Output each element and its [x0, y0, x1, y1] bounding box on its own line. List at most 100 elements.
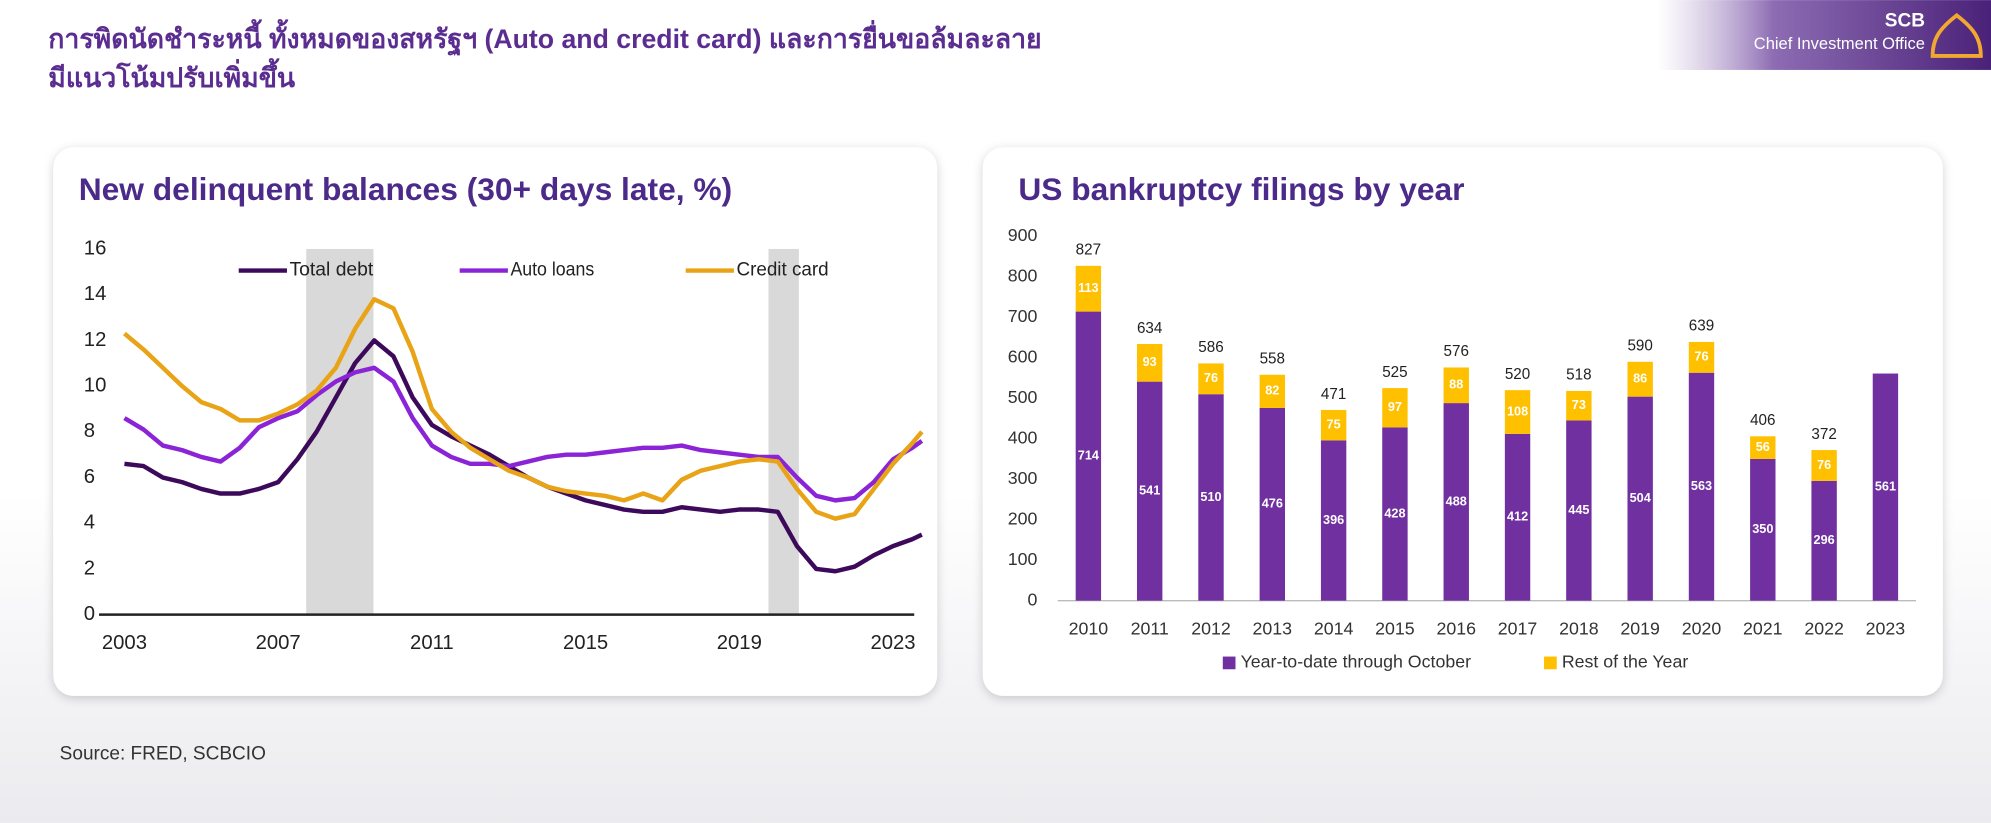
bar-value-label: 714	[1078, 449, 1099, 463]
y-tick-label: 12	[84, 329, 107, 351]
chart-title: US bankruptcy filings by year	[1018, 171, 1464, 207]
bar-segment	[1382, 388, 1408, 428]
chart-card	[53, 147, 938, 696]
bar-segment	[1504, 433, 1531, 601]
bar-total-label: 576	[1444, 343, 1469, 360]
y-tick-label: 16	[84, 237, 107, 259]
bar-value-label: 76	[1204, 371, 1218, 385]
line-series	[123, 297, 924, 521]
x-tick-label: 2019	[1620, 619, 1660, 639]
source-note: Source: FRED, SCBCIO	[60, 743, 266, 764]
bar-total-label: 372	[1811, 426, 1836, 443]
bar-segment	[1750, 458, 1776, 601]
bar-value-label: 75	[1327, 418, 1341, 432]
x-tick-label: 2023	[870, 632, 915, 654]
x-tick-label: 2014	[1314, 619, 1354, 639]
bar-value-label: 73	[1572, 398, 1586, 412]
bar-total-label: 590	[1627, 338, 1652, 355]
x-tick-label: 2022	[1804, 619, 1844, 639]
y-tick-label: 0	[84, 603, 95, 625]
legend-label: Total debt	[290, 260, 375, 281]
x-tick-label: 2007	[256, 632, 301, 654]
bar-value-label: 296	[1814, 533, 1835, 547]
x-tick-label: 2018	[1559, 619, 1599, 639]
legend-label: Credit card	[736, 260, 828, 281]
x-tick-label: 2021	[1743, 619, 1783, 639]
bar-value-label: 396	[1323, 513, 1344, 527]
bar-segment	[1075, 311, 1102, 601]
y-tick-label: 6	[84, 466, 95, 488]
bar-segment	[1443, 403, 1469, 601]
x-tick-label: 2023	[1866, 619, 1906, 639]
bar-total-label: 827	[1076, 242, 1101, 259]
y-tick-label: 900	[1008, 225, 1038, 245]
bar-value-label: 108	[1507, 404, 1528, 418]
legend-swatch	[1222, 656, 1236, 670]
bar-value-label: 56	[1756, 440, 1770, 454]
bar-total-label: 471	[1321, 386, 1346, 403]
bar-segment	[1566, 390, 1592, 421]
bar-value-label: 113	[1078, 281, 1098, 295]
bar-segment	[1382, 427, 1408, 601]
bar-value-label: 476	[1262, 497, 1283, 511]
y-tick-label: 400	[1008, 427, 1038, 447]
bar-value-label: 350	[1752, 522, 1773, 536]
bar-segment	[1811, 480, 1837, 601]
legend-swatch	[1544, 656, 1557, 670]
bar-value-label: 445	[1568, 503, 1589, 517]
logo-name: SCB	[1885, 11, 1925, 32]
x-tick-label: 2016	[1436, 619, 1476, 639]
bar-total-label: 520	[1505, 366, 1530, 383]
y-tick-label: 10	[84, 374, 107, 396]
bar-value-label: 412	[1507, 510, 1528, 524]
bar-value-label: 488	[1446, 494, 1467, 508]
bar-total-label: 518	[1566, 367, 1591, 384]
bar-value-label: 76	[1817, 458, 1831, 472]
y-tick-label: 4	[84, 512, 95, 534]
bar-segment	[1136, 381, 1163, 601]
bar-segment	[1259, 407, 1286, 601]
x-tick-label: 2019	[717, 632, 762, 654]
bar-segment	[1198, 363, 1224, 395]
bar-segment	[1627, 361, 1653, 397]
bar-segment	[1566, 420, 1592, 601]
y-tick-label: 500	[1008, 387, 1038, 407]
y-tick-label: 800	[1008, 265, 1038, 285]
x-tick-label: 2011	[1131, 619, 1169, 639]
bar-segment	[1075, 265, 1102, 312]
x-tick-label: 2010	[1069, 619, 1109, 639]
bar-total-label: 586	[1198, 339, 1223, 356]
bar-segment	[1320, 440, 1347, 601]
y-tick-label: 8	[84, 420, 95, 442]
bar-value-label: 97	[1388, 400, 1402, 414]
y-tick-label: 0	[1028, 589, 1038, 609]
bar-value-label: 86	[1633, 372, 1647, 386]
bar-segment	[1198, 394, 1224, 601]
x-tick-label: 2015	[563, 632, 608, 654]
x-tick-label: 2015	[1375, 619, 1415, 639]
bar-segment	[1627, 396, 1653, 601]
logo-band	[1657, 0, 1991, 70]
bar-total-label: 639	[1689, 318, 1714, 335]
y-tick-label: 700	[1008, 306, 1038, 326]
legend-label: Rest of the Year	[1562, 652, 1689, 672]
bar-total-label: 558	[1260, 351, 1285, 368]
bar-segment	[1688, 372, 1715, 601]
y-tick-label: 200	[1008, 508, 1038, 528]
logo-subtitle: Chief Investment Office	[1754, 35, 1925, 53]
logo-icon	[1930, 12, 1983, 58]
page-title: การพิดนัดชำระหนี้ ทั้งหมดของสหรัฐฯ (Auto…	[48, 19, 1041, 57]
y-tick-label: 2	[84, 557, 95, 579]
bar-total-label: 634	[1137, 320, 1163, 337]
chart-title: New delinquent balances (30+ days late, …	[79, 171, 732, 207]
x-tick-label: 2012	[1191, 619, 1231, 639]
x-tick-label: 2011	[410, 632, 454, 654]
bar-value-label: 76	[1694, 350, 1708, 364]
y-tick-label: 14	[84, 283, 107, 305]
bar-segment	[1320, 409, 1347, 441]
bar-segment	[1259, 374, 1286, 408]
bar-segment	[1872, 373, 1899, 601]
recession-band	[768, 248, 799, 615]
bar-segment	[1688, 341, 1715, 373]
